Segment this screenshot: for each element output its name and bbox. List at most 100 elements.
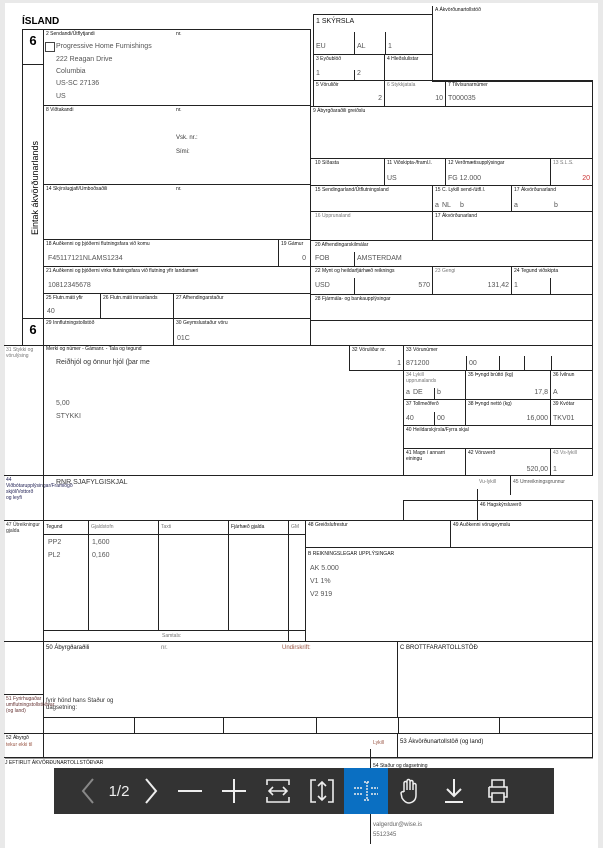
box-19-container[interactable]: 19 Gámur 0 [278, 239, 311, 267]
value: AL [357, 43, 366, 50]
box-25[interactable]: 25 Flutn.máti yfir 40 [43, 293, 101, 319]
hand-tool-button[interactable] [388, 768, 432, 814]
box-24[interactable]: 24 Tegund viðskipta 1 [511, 266, 593, 295]
box-23[interactable]: 23 Gengi 131,42 [432, 266, 512, 295]
box-38[interactable]: 38 Þyngd nettó (kg) 16,000 [465, 399, 551, 426]
box-17a[interactable]: 17 Ákvörðunarland a b [511, 185, 593, 212]
label: 28 Fjármála- og bankaupplýsingar [315, 296, 391, 302]
value: NL [442, 202, 451, 209]
box-33-commodity[interactable]: 33 Vörunúmer 871200 00 [403, 345, 593, 371]
value: A [553, 389, 558, 396]
box-10[interactable]: 10 Síðasta [310, 158, 385, 186]
box-6-packages[interactable]: 6 Stykkjatala 10 [384, 80, 446, 107]
box-29[interactable]: 29 Innflutningstollstöð [43, 318, 174, 346]
table-cell: 1,600 [92, 539, 110, 546]
label: 16 Upprunaland [315, 213, 351, 219]
box-20[interactable]: 20 Afhendingarskilmálar FOB AMSTERDAM [310, 240, 593, 267]
download-button[interactable] [432, 768, 476, 814]
box-49[interactable]: 49 Auðkenni vörugeymslu [450, 520, 593, 548]
box-35[interactable]: 35 Þyngd brúttó (kg) 17,8 [465, 370, 551, 400]
download-icon [445, 779, 463, 803]
box-21[interactable]: 21 Auðkenni og þjóðerni virks flutningsf… [43, 266, 311, 294]
table-cell: PP2 [48, 539, 62, 546]
next-page-button[interactable] [134, 768, 168, 814]
phone: 5512345 [373, 832, 397, 838]
box-39[interactable]: 39 Kvótar TKV01 [550, 399, 593, 426]
box-51-transit-offices[interactable] [43, 717, 593, 734]
box-J-label: J EFTIRLIT ÁKVÖRÐUNARTOLLSTÖÐVAR [5, 760, 104, 766]
quantity: 5,00 [56, 400, 70, 407]
box-15[interactable]: 15 Sendingarland/Útflutningsland [310, 185, 433, 212]
value: a [514, 202, 518, 209]
label: 17 Ákvörðunarland [514, 187, 556, 193]
box-51-label: 51 Fyrirhugaðar umflutningstollstöðvar (… [4, 694, 54, 734]
label: 50 Ábyrgðaraðili [46, 645, 90, 651]
box-34[interactable]: 34 Lykill upprunalands a DE b [403, 370, 466, 400]
label: 32 Vöruliður nr. [352, 347, 386, 353]
box-2-sender[interactable]: 2 Sendandi/Útflytjandi nr. Progressive H… [43, 29, 311, 106]
box-11[interactable]: 11 Viðskipta-/framl.l. US [384, 158, 446, 186]
box-empty [310, 320, 593, 346]
box-C-departure[interactable]: C BROTTFARARTOLLSTÖÐ [397, 641, 593, 718]
box-48[interactable]: 48 Greiðslufrestur [305, 520, 451, 548]
fit-page-button[interactable] [300, 768, 344, 814]
box-16[interactable]: 16 Upprunaland [310, 211, 433, 241]
box-27[interactable]: 27 Afhendingarstaður [173, 293, 311, 319]
value: 570 [418, 282, 430, 289]
box-46[interactable]: 46 Hagskýrsluverð [403, 500, 593, 521]
text-select-tool-button[interactable] [344, 768, 388, 814]
table-cell: PL2 [48, 552, 61, 559]
box-13[interactable]: 13 S.L.S. 20 [550, 158, 593, 186]
box-28[interactable]: 28 Fjármála- og bankaupplýsingar [310, 294, 593, 321]
label: 40 Heildarskýrsla/Fyrra skjal [406, 427, 469, 433]
label: 36 Ívilnun [553, 372, 575, 378]
copy-number: 6 [29, 33, 37, 48]
label: 52 Ábyrgð [6, 735, 29, 741]
box-9[interactable]: 9 Ábyrgðaraðili greiðslu [310, 106, 593, 159]
box-36[interactable]: 36 Ívilnun A [550, 370, 593, 400]
label: 10 Síðasta [315, 160, 339, 166]
box-15c[interactable]: 15 C. Lykill send-/útfl.l. a NL b [432, 185, 512, 212]
fit-width-button[interactable] [256, 768, 300, 814]
label: 27 Afhendingarstaður [176, 295, 224, 301]
box-17[interactable]: 17 Ákvörðunarland [432, 211, 593, 241]
label: 15 Sendingarland/Útflutningsland [315, 187, 389, 193]
box-50-principal[interactable]: 50 Ábyrgðaraðili nr. Undirskrift: fyrir … [43, 641, 398, 718]
box-12[interactable]: 12 Verðmætisupplýsingar FG 12.000 [445, 158, 551, 186]
box-26[interactable]: 26 Flutn.máti innanlands [100, 293, 174, 319]
value: 520,00 [526, 466, 548, 473]
previous-page-button[interactable] [72, 768, 104, 814]
box-42[interactable]: 42 Vöruverð 520,00 [465, 448, 551, 476]
box-3-forms[interactable]: 3 Eyðublöð 1 2 [313, 54, 385, 81]
label: 14 Skýrslugjafi/Umboðsaðili [46, 186, 108, 192]
box-53[interactable]: 53 Ákvörðunartollstöð (og land) [397, 733, 593, 758]
label: 8 Viðtakandi [46, 107, 74, 113]
box-5-items[interactable]: 5 Vöruliðir 2 [313, 80, 385, 107]
chevron-left-icon [81, 778, 94, 804]
box-22[interactable]: 22 Mynt og heildarfjárhæð reiknings USD 5… [310, 266, 433, 295]
zoom-in-button[interactable] [212, 768, 256, 814]
box-1-declaration[interactable]: 1 SKÝRSLA EU AL 1 [313, 14, 433, 55]
form-title: ÍSLAND [22, 16, 60, 27]
box-52-guarantee[interactable]: Lykill [43, 733, 398, 758]
box-14-declarant[interactable]: 14 Skýrslugjafi/Umboðsaðili nr. [43, 184, 311, 240]
page-indicator: 1/2 [108, 782, 130, 800]
box-32[interactable]: 32 Vöruliður nr. 1 [349, 345, 404, 371]
zoom-out-button[interactable] [168, 768, 212, 814]
box-7-reference[interactable]: 7 Tilvísunarnúmer T000035 [445, 80, 593, 107]
box-43[interactable]: 43 Vs-lykill 1 [550, 448, 593, 476]
checkbox[interactable] [45, 42, 55, 52]
value: AMSTERDAM [357, 255, 402, 262]
box-30[interactable]: 30 Geymslustaður vöru 01C [173, 318, 311, 346]
label: 26 Flutn.máti innanlands [103, 295, 158, 301]
box-18[interactable]: 18 Auðkenni og þjóðerni flutningsfara vi… [43, 239, 279, 267]
box-B-accounting[interactable]: B REIKNINGSLEGAR UPPLÝSINGAR AK 5.000 V1… [305, 547, 593, 642]
box-8-consignee[interactable]: 8 Viðtakandi nr. Vsk. nr.: Sími: [43, 105, 311, 185]
print-button[interactable] [476, 768, 520, 814]
box-A[interactable]: A Ákvörðunartollstöð [432, 6, 592, 82]
box-40[interactable]: 40 Heildarskýrsla/Fyrra skjal [403, 425, 593, 449]
label: 46 Hagskýrsluverð [480, 502, 522, 508]
box-37[interactable]: 37 Tollmeðferð 40 00 [403, 399, 466, 426]
box-4[interactable]: 4 Hleðslulistar [384, 54, 433, 81]
box-41[interactable]: 41 Magn í annarri einingu [403, 448, 466, 476]
